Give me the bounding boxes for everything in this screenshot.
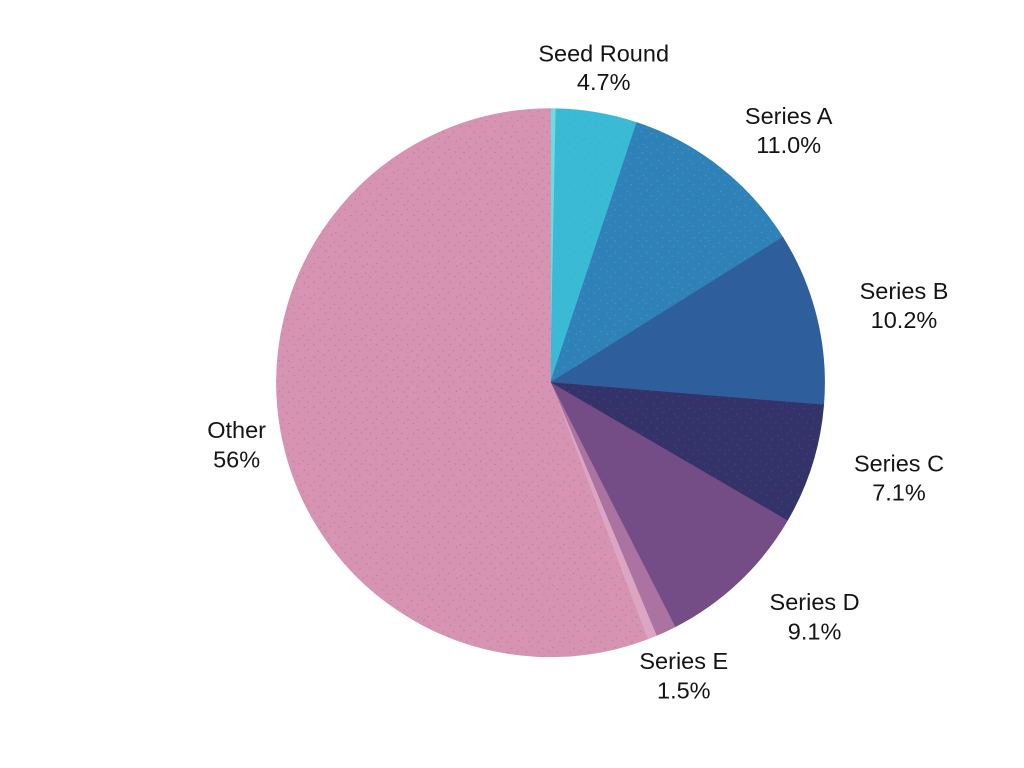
svg-text:Series D: Series D xyxy=(770,589,860,615)
svg-text:Seed Round: Seed Round xyxy=(538,41,669,67)
svg-text:1.5%: 1.5% xyxy=(657,677,711,703)
svg-text:Series C: Series C xyxy=(854,451,944,477)
svg-text:Series B: Series B xyxy=(860,278,949,304)
svg-text:Series E: Series E xyxy=(639,648,728,674)
svg-text:9.1%: 9.1% xyxy=(788,618,842,644)
svg-text:Other: Other xyxy=(207,417,266,443)
svg-text:4.7%: 4.7% xyxy=(577,69,631,95)
svg-text:7.1%: 7.1% xyxy=(872,480,926,506)
svg-text:11.0%: 11.0% xyxy=(756,132,821,158)
svg-text:10.2%: 10.2% xyxy=(871,307,938,333)
svg-text:Series A: Series A xyxy=(745,103,833,129)
svg-text:56%: 56% xyxy=(213,447,260,473)
